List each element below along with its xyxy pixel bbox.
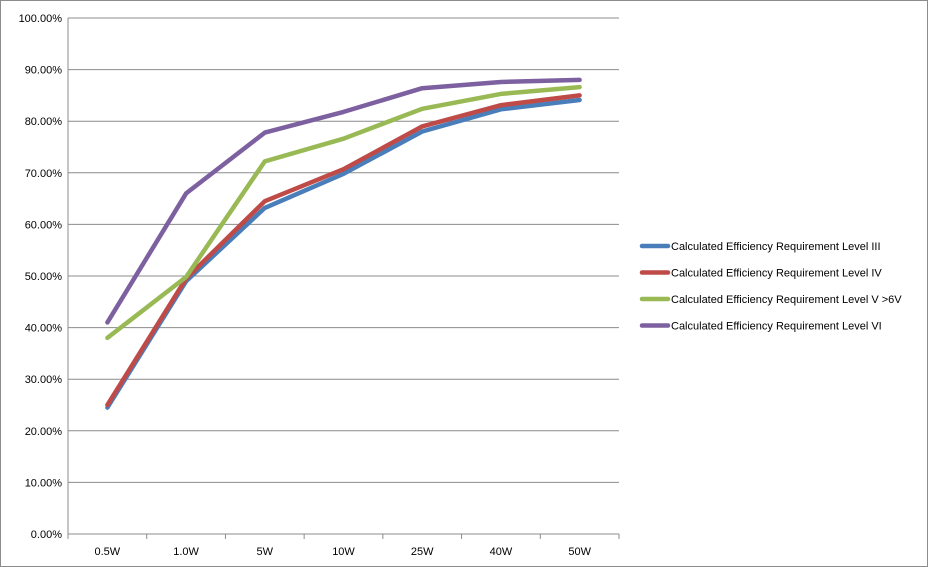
y-tick-label: 80.00% (25, 116, 63, 128)
y-tick-label: 0.00% (31, 529, 62, 541)
legend-label: Calculated Efficiency Requirement Level … (671, 321, 882, 333)
y-axis-tick-labels: 0.00% 10.00% 20.00% 30.00% 40.00% 50.00% 60.00… (19, 13, 63, 541)
legend-label: Calculated Efficiency Requirement Level … (671, 268, 882, 280)
y-tick-label: 100.00% (19, 13, 63, 25)
axes (67, 18, 620, 539)
y-tick-label: 50.00% (25, 271, 63, 283)
y-tick-label: 30.00% (25, 374, 63, 386)
series-line-1 (105, 97, 582, 410)
x-tick-label: 40W (490, 546, 513, 558)
x-tick-label: 1.0W (173, 546, 199, 558)
y-tick-label: 70.00% (25, 168, 63, 180)
series-lines (105, 77, 582, 410)
series-line-2 (105, 93, 582, 408)
legend-label: Calculated Efficiency Requirement Level … (671, 294, 902, 306)
x-tick-label: 50W (568, 546, 591, 558)
y-tick-label: 10.00% (25, 477, 63, 489)
x-tick-label: 5W (257, 546, 274, 558)
x-axis-tick-labels: 0.5W 1.0W 5W 10W 25W 40W 50W (95, 546, 592, 558)
x-tick-label: 25W (411, 546, 434, 558)
series-line-3 (105, 84, 582, 341)
x-tick-label: 10W (332, 546, 355, 558)
y-tick-label: 40.00% (25, 323, 63, 335)
legend: Calculated Efficiency Requirement Level … (639, 241, 902, 333)
legend-label: Calculated Efficiency Requirement Level … (671, 241, 881, 253)
x-tick-label: 0.5W (95, 546, 121, 558)
y-tick-label: 90.00% (25, 65, 63, 77)
y-tick-label: 60.00% (25, 219, 63, 231)
y-tick-label: 20.00% (25, 426, 63, 438)
series-line-4 (105, 77, 582, 325)
